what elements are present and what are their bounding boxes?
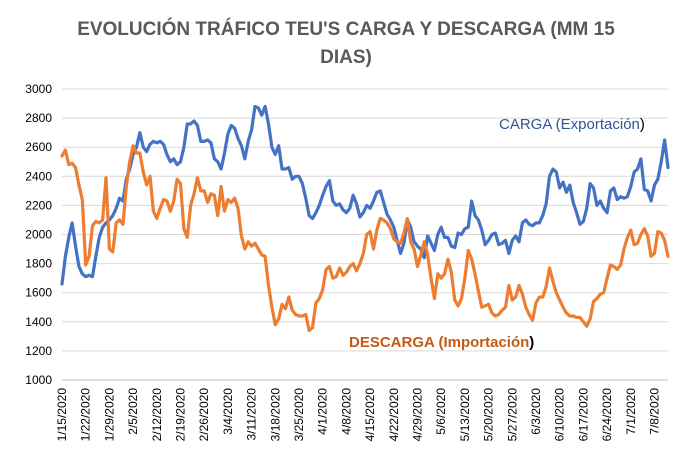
x-tick-label: 4/8/2020 (339, 388, 353, 435)
x-tick-label: 6/3/2020 (529, 388, 543, 435)
x-tick-label: 6/17/2020 (576, 388, 590, 442)
x-tick-label: 5/6/2020 (434, 388, 448, 435)
y-tick-label: 3000 (25, 82, 52, 96)
x-tick-label: 7/8/2020 (647, 388, 661, 435)
y-axis-tick-labels: 1000 1200 1400 1600 1800 2000 2200 2400 2600 2800… (25, 82, 52, 387)
x-tick-label: 3/25/2020 (292, 388, 306, 442)
x-tick-label: 2/12/2020 (150, 388, 164, 442)
y-tick-label: 2000 (25, 228, 52, 242)
x-tick-label: 5/27/2020 (505, 388, 519, 442)
x-tick-label: 4/22/2020 (387, 388, 401, 442)
series-label-descarga: DESCARGA (Importación) (349, 334, 534, 351)
x-tick-label: 1/22/2020 (79, 388, 93, 442)
y-tick-label: 1200 (25, 344, 52, 358)
x-tick-label: 1/29/2020 (102, 388, 116, 442)
x-tick-label: 7/1/2020 (624, 388, 638, 435)
x-tick-label: 5/13/2020 (458, 388, 472, 442)
series-label-descarga-paren: ) (529, 334, 534, 351)
series-label-carga-text: CARGA (Exportación (499, 116, 640, 133)
x-tick-label: 2/5/2020 (126, 388, 140, 435)
series-label-carga: CARGA (Exportación) (499, 116, 645, 133)
x-tick-label: 4/29/2020 (410, 388, 424, 442)
x-tick-label: 2/26/2020 (197, 388, 211, 442)
x-tick-label: 4/1/2020 (316, 388, 330, 435)
chart-title-line-1: EVOLUCIÓN TRÁFICO TEU'S CARGA Y DESCARGA… (77, 18, 615, 40)
x-tick-label: 4/15/2020 (363, 388, 377, 442)
series-line-descarga (60, 144, 670, 333)
gridlines (62, 88, 668, 381)
series-line-carga (60, 104, 670, 286)
x-tick-label: 3/11/2020 (245, 388, 259, 441)
y-tick-label: 2800 (25, 111, 52, 125)
x-tick-label: 2/19/2020 (173, 388, 187, 442)
x-tick-label: 1/15/2020 (55, 388, 69, 442)
y-tick-label: 2400 (25, 169, 52, 183)
series-label-descarga-text: DESCARGA (Importación (349, 334, 529, 351)
chart-title-line-2: DIAS) (320, 47, 372, 68)
x-tick-label: 6/24/2020 (600, 388, 614, 442)
y-tick-label: 1400 (25, 315, 52, 329)
series-lines (60, 104, 670, 333)
x-axis-tick-labels: 1/15/2020 1/22/2020 1/29/2020 2/5/2020 2/12/… (55, 388, 661, 442)
y-tick-label: 1000 (25, 373, 52, 387)
series-label-carga-paren: ) (640, 116, 645, 133)
x-tick-label: 6/10/2020 (553, 388, 567, 442)
y-tick-label: 2600 (25, 140, 52, 154)
y-tick-label: 1800 (25, 257, 52, 271)
x-tick-label: 3/18/2020 (268, 388, 282, 442)
x-tick-label: 5/20/2020 (482, 388, 496, 442)
x-tick-label: 3/4/2020 (221, 388, 235, 435)
y-tick-label: 1600 (25, 286, 52, 300)
y-tick-label: 2200 (25, 198, 52, 212)
